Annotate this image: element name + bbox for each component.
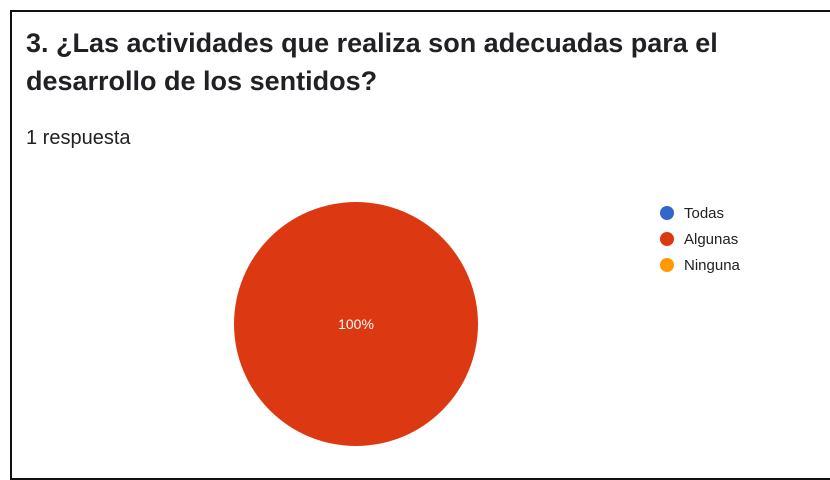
pie-slice-algunas [234, 202, 478, 446]
legend-swatch [660, 232, 674, 246]
legend-label: Algunas [684, 230, 739, 248]
legend-item-ninguna[interactable]: Ninguna [660, 252, 740, 278]
pie-data-label-algunas: 100% [338, 316, 374, 332]
chart-legend: Todas Algunas Ninguna [660, 200, 740, 278]
response-count: 1 respuesta [26, 127, 131, 149]
legend-swatch [660, 206, 674, 220]
legend-label: Todas [684, 204, 725, 222]
legend-label: Ninguna [684, 256, 740, 274]
legend-item-todas[interactable]: Todas [660, 200, 740, 226]
question-title: 3. ¿Las actividades que realiza son adec… [26, 28, 718, 96]
question-card: 3. ¿Las actividades que realiza son adec… [10, 10, 830, 480]
pie-chart: 100% [234, 202, 478, 446]
legend-item-algunas[interactable]: Algunas [660, 226, 740, 252]
legend-swatch [660, 258, 674, 272]
